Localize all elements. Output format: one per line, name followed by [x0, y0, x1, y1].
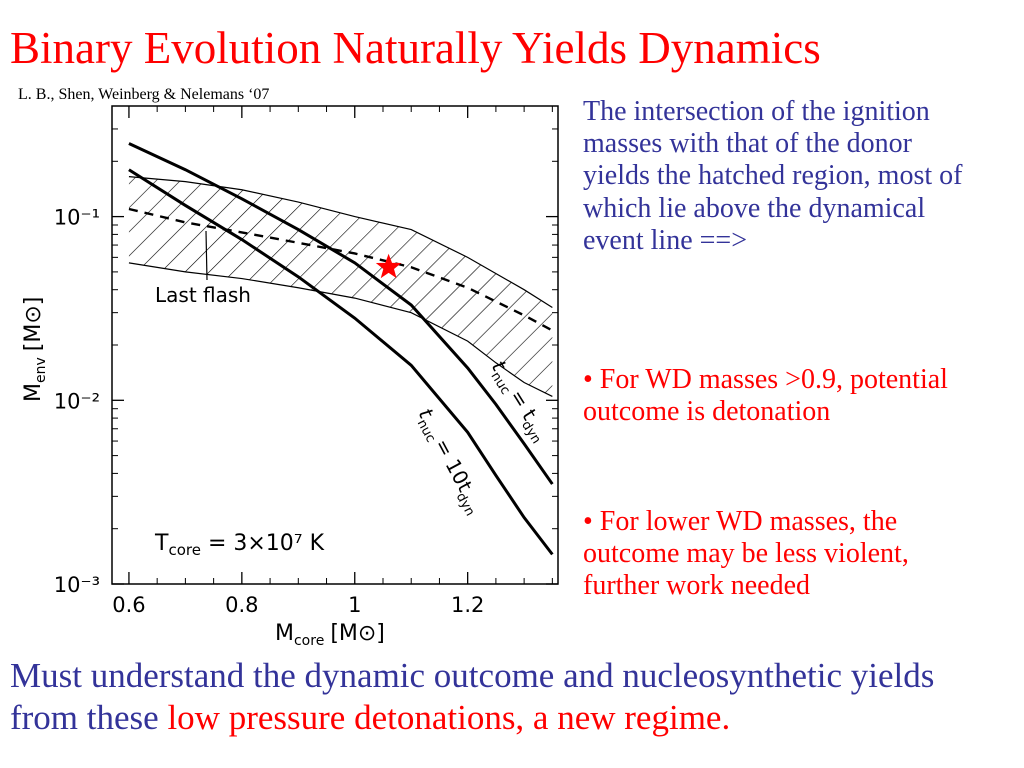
hatch-fill	[128, 176, 553, 397]
bottom-text-main: Must understand the dynamic outcome and …	[10, 656, 935, 737]
star-marker	[375, 253, 402, 279]
curves	[128, 142, 554, 556]
bullet-high-mass: • For WD masses >0.9, potential outcome …	[583, 364, 948, 428]
citation: L. B., Shen, Weinberg & Nelemans ‘07	[18, 86, 270, 103]
explanation-paragraph: The intersection of the ignition masses …	[583, 96, 963, 256]
ten-tdyn-curve	[128, 168, 554, 556]
tcore-label: Tcore = 3×10⁷ K	[154, 531, 325, 559]
axis-ticks: 0.6 0.8 1 1.2 10⁻¹ 10⁻² 10⁻³	[54, 105, 558, 617]
x-axis-label: Mcore [M⊙]	[275, 621, 385, 649]
y-tick-label: 10⁻¹	[54, 206, 100, 230]
bottom-statement: Must understand the dynamic outcome and …	[10, 655, 1010, 739]
bottom-text-highlight: low pressure detonations, a new regime.	[167, 698, 731, 737]
x-tick-label: 0.8	[225, 593, 258, 617]
y-tick-label: 10⁻³	[54, 573, 100, 597]
hatch-lower-edge	[128, 262, 553, 397]
bullet-low-mass: • For lower WD masses, the outcome may b…	[583, 506, 909, 602]
10tdyn-curve-label: tnuc= 10tdyn	[410, 404, 489, 519]
y-tick-label: 10⁻²	[54, 389, 100, 413]
slide-title: Binary Evolution Naturally Yields Dynami…	[10, 23, 821, 73]
hatch-upper-edge	[128, 176, 553, 309]
x-tick-label: 1	[348, 593, 361, 617]
last-flash-label: Last flash	[155, 283, 251, 307]
y-axis-label: Menv[M⊙]	[21, 297, 49, 402]
dashed-curve	[128, 207, 553, 332]
x-tick-label: 1.2	[451, 593, 484, 617]
chart: 0.6 0.8 1 1.2 10⁻¹ 10⁻² 10⁻³ Last flash tnuc= …	[21, 105, 559, 649]
hatched-region	[128, 176, 553, 397]
x-tick-label: 0.6	[112, 593, 145, 617]
tdyn-curve	[128, 142, 554, 485]
last-flash-pointer	[205, 230, 208, 281]
